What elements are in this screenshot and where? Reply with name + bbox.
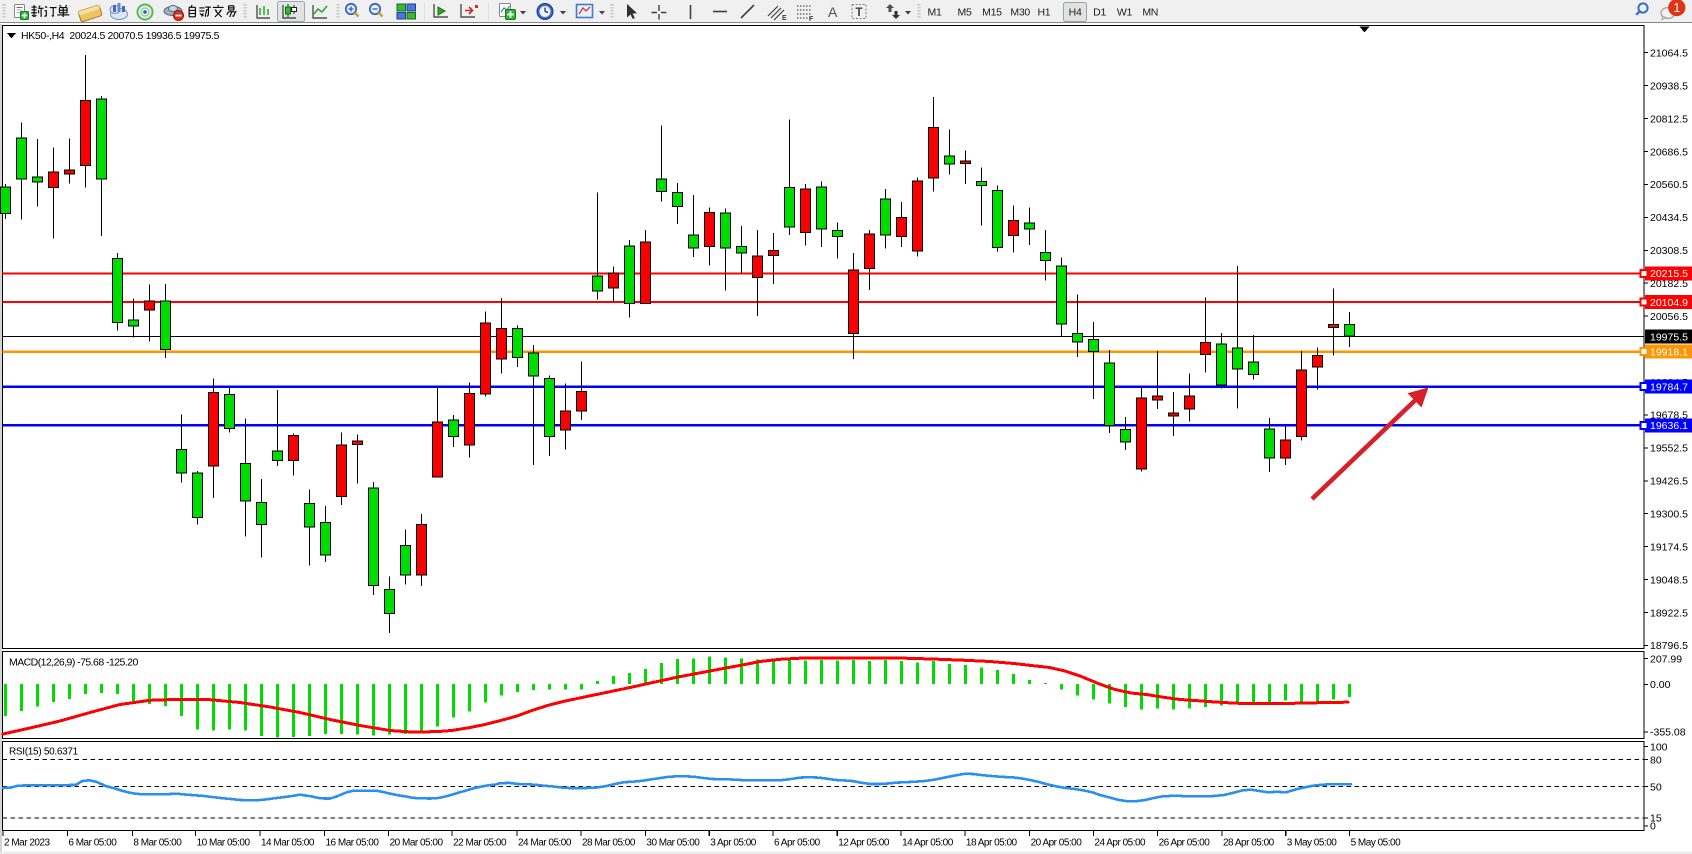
svg-text:5 May 05:00: 5 May 05:00 [1351,838,1401,849]
svg-text:T: T [856,7,863,19]
svg-text:M30: M30 [1010,7,1030,19]
svg-text:M1: M1 [928,7,942,19]
svg-text:20056.5: 20056.5 [1650,311,1688,323]
svg-text:50: 50 [1650,781,1662,793]
svg-text:H1: H1 [1037,7,1050,19]
svg-text:19174.5: 19174.5 [1650,541,1688,553]
svg-text:20 Mar 05:00: 20 Mar 05:00 [390,838,444,849]
svg-text:24 Mar 05:00: 24 Mar 05:00 [518,838,572,849]
svg-text:19918.1: 19918.1 [1650,347,1688,359]
svg-text:20686.5: 20686.5 [1650,146,1688,158]
svg-text:20104.9: 20104.9 [1650,297,1688,309]
svg-text:6 Apr 05:00: 6 Apr 05:00 [774,838,821,849]
svg-text:20182.5: 20182.5 [1650,278,1688,290]
svg-text:14 Mar 05:00: 14 Mar 05:00 [261,838,315,849]
svg-text:8 Mar 05:00: 8 Mar 05:00 [133,838,182,849]
svg-text:20434.5: 20434.5 [1650,212,1688,224]
svg-text:19552.5: 19552.5 [1650,443,1688,455]
svg-text:M5: M5 [958,7,972,19]
svg-text:H4: H4 [1069,7,1082,19]
svg-text:207.99: 207.99 [1650,653,1682,665]
svg-text:3 May 05:00: 3 May 05:00 [1287,838,1337,849]
svg-text:0: 0 [1650,821,1656,833]
svg-text:15: 15 [1650,813,1662,825]
svg-text:M15: M15 [982,7,1002,19]
svg-text:12 Apr 05:00: 12 Apr 05:00 [838,838,890,849]
svg-text:26 Apr 05:00: 26 Apr 05:00 [1159,838,1211,849]
svg-text:18796.5: 18796.5 [1650,640,1688,652]
svg-text:20 Apr 05:00: 20 Apr 05:00 [1031,838,1083,849]
svg-text:14 Apr 05:00: 14 Apr 05:00 [902,838,954,849]
svg-text:20308.5: 20308.5 [1650,245,1688,257]
svg-text:24 Apr 05:00: 24 Apr 05:00 [1094,838,1146,849]
svg-text:19426.5: 19426.5 [1650,476,1688,488]
svg-text:19975.5: 19975.5 [1650,331,1688,343]
svg-text:20938.5: 20938.5 [1650,80,1688,92]
svg-text:30 Mar 05:00: 30 Mar 05:00 [646,838,700,849]
svg-text:28 Mar 05:00: 28 Mar 05:00 [582,838,636,849]
svg-text:19048.5: 19048.5 [1650,574,1688,586]
svg-text:MN: MN [1142,7,1158,19]
svg-text:19300.5: 19300.5 [1650,509,1688,521]
svg-text:-355.08: -355.08 [1650,727,1686,739]
svg-text:MACD(12,26,9) -75.68 -125.20: MACD(12,26,9) -75.68 -125.20 [9,657,138,669]
svg-text:F: F [809,16,814,23]
svg-text:100: 100 [1650,741,1668,753]
svg-text:80: 80 [1650,755,1662,767]
svg-text:6 Mar 05:00: 6 Mar 05:00 [68,838,117,849]
svg-text:1: 1 [1673,1,1680,15]
svg-text:20560.5: 20560.5 [1650,179,1688,191]
svg-text:28 Apr 05:00: 28 Apr 05:00 [1223,838,1275,849]
svg-text:20812.5: 20812.5 [1650,113,1688,125]
svg-text:20215.5: 20215.5 [1650,268,1688,280]
svg-text:21064.5: 21064.5 [1650,48,1688,60]
svg-text:19636.1: 19636.1 [1650,420,1688,432]
svg-text:19784.7: 19784.7 [1650,381,1688,393]
svg-text:10 Mar 05:00: 10 Mar 05:00 [197,838,251,849]
svg-text:E: E [782,15,787,22]
svg-text:RSI(15) 50.6371: RSI(15) 50.6371 [9,747,79,758]
svg-text:22 Mar 05:00: 22 Mar 05:00 [453,838,507,849]
svg-text:2 Mar 2023: 2 Mar 2023 [4,838,51,849]
svg-text:0.00: 0.00 [1650,679,1671,691]
svg-text:A: A [828,4,838,20]
svg-text:W1: W1 [1117,7,1133,19]
svg-text:HK50-,H4 20024.5 20070.5 1993: HK50-,H4 20024.5 20070.5 19936.5 19975.5 [21,30,220,42]
svg-text:18922.5: 18922.5 [1650,607,1688,619]
svg-text:16 Mar 05:00: 16 Mar 05:00 [326,838,380,849]
svg-text:3 Apr 05:00: 3 Apr 05:00 [710,838,757,849]
svg-text:D1: D1 [1093,7,1106,19]
svg-text:18 Apr 05:00: 18 Apr 05:00 [966,838,1018,849]
